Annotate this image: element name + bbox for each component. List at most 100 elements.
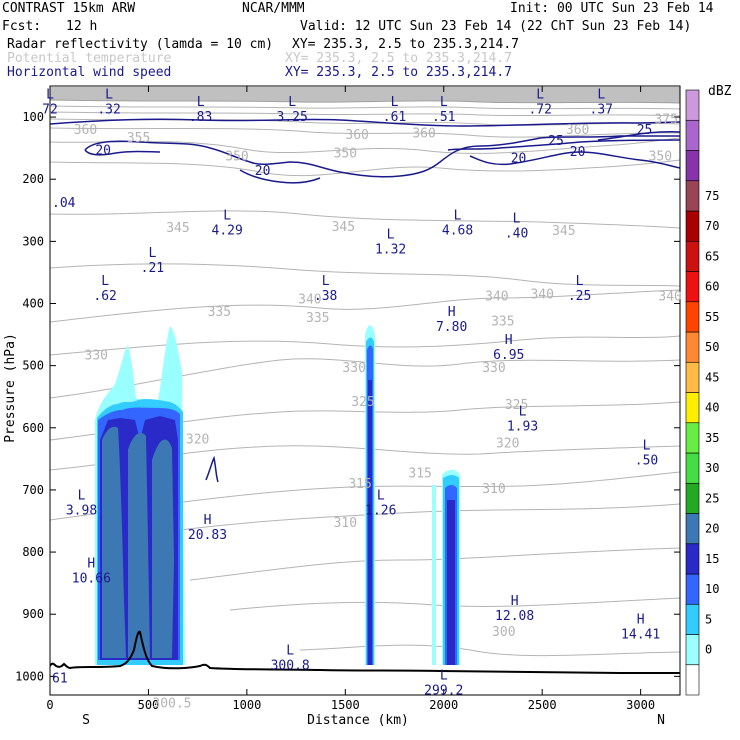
colorbar-label: 65: [705, 249, 719, 263]
high-marker: H: [87, 557, 95, 572]
reflectivity-fill: [95, 325, 460, 665]
theta-contour-label: 340: [298, 293, 321, 308]
wind-contours: [50, 118, 680, 483]
theta-contour-label: 355: [127, 131, 150, 146]
theta-contour-label: 335: [208, 305, 231, 320]
low-marker: L: [576, 274, 584, 289]
colorbar-swatch: [685, 392, 700, 424]
colorbar-swatch: [685, 634, 700, 666]
colorbar-label: 0: [705, 643, 712, 657]
extremum-value: 1.32: [375, 242, 406, 257]
theta-contour-label: 345: [166, 221, 189, 236]
theta-contour-label: 310: [482, 482, 505, 497]
extremum-value: 12.08: [495, 609, 534, 624]
colorbar-swatch: [685, 482, 700, 514]
high-marker: H: [505, 333, 513, 348]
extremum-value: 20.83: [188, 528, 227, 543]
colorbar-label: 40: [705, 401, 719, 415]
fcst-value: 12 h: [66, 19, 98, 34]
theta-contour-label: 325: [351, 395, 374, 410]
low-marker: L: [454, 209, 462, 224]
extremum-value: 1.26: [365, 503, 396, 518]
wind-contour-label: 20: [95, 143, 111, 158]
low-marker: L: [513, 212, 521, 227]
theta-contour-label: 340: [658, 289, 681, 304]
theta-contour-label: 350: [649, 150, 672, 165]
extremum-value: .25: [568, 289, 591, 304]
x-tick-label: 0: [46, 698, 53, 712]
colorbar-swatch: [685, 150, 700, 182]
theta-contour-label: 375: [654, 112, 677, 127]
extremum-value: 72: [42, 102, 58, 117]
x-tick-label: 2000: [429, 698, 458, 712]
wind-labels: 20 20 20 20 25 25: [95, 123, 652, 179]
extremum-value: .32: [97, 102, 120, 117]
high-marker: H: [448, 305, 456, 320]
extremum-value: 300.8: [271, 659, 310, 674]
colorbar-label: 25: [705, 491, 719, 505]
theta-contour-label: 310: [334, 516, 357, 531]
theta-contour-label: 335: [306, 311, 329, 326]
colorbar: 0 5 10 15 20 25 30 35 40 45 50 55 60 65 70 75: [685, 89, 719, 696]
extremum-value: 3.25: [277, 110, 308, 125]
theta-contour-label: 335: [491, 314, 514, 329]
field-wind-xy: XY= 235.3, 2.5 to 235.3,214.7: [285, 65, 512, 80]
colorbar-title: dBZ: [708, 84, 732, 99]
colorbar-label: 20: [705, 522, 719, 536]
colorbar-label: 10: [705, 582, 719, 596]
endpoint-left: S: [82, 713, 90, 728]
y-ticks: 100 200 300 400 500 600 700 800 900 1000: [15, 110, 680, 683]
field-reflectivity-xy: XY= 235.3, 2.5 to 235.3,214.7: [292, 37, 519, 52]
colorbar-swatch: [685, 452, 700, 484]
fcst-label: Fcst:: [2, 19, 42, 34]
theta-contour-label: 315: [408, 467, 431, 482]
x-ticks: 0 500 1000 1500 2000 2500 3000: [46, 86, 655, 712]
y-axis-label: Pressure (hPa): [3, 333, 18, 443]
extremum-value: .50: [635, 454, 658, 469]
y-tick-label: 200: [22, 172, 44, 186]
y-tick-label: 1000: [15, 669, 44, 683]
extremum-value: 6.95: [493, 348, 524, 363]
theta-contour-label: 360: [74, 123, 97, 138]
colorbar-swatch: [685, 422, 700, 454]
field-wind-name: Horizontal wind speed: [7, 65, 172, 80]
misc-contour-label: 300.5: [152, 696, 191, 711]
colorbar-swatch: [685, 271, 700, 303]
colorbar-swatch: [685, 240, 700, 272]
low-marker: L: [440, 95, 448, 110]
colorbar-label: 15: [705, 552, 719, 566]
low-marker: L: [101, 274, 109, 289]
theta-contour-label: 330: [85, 348, 108, 363]
y-tick-label: 700: [22, 483, 44, 497]
low-marker: L: [197, 95, 205, 110]
low-marker: L: [223, 209, 231, 224]
low-marker: L: [536, 87, 544, 102]
endpoint-right: N: [657, 713, 665, 728]
colorbar-swatch: [685, 301, 700, 333]
wind-contour-label: 25: [637, 123, 653, 138]
low-marker: L: [78, 488, 86, 503]
colorbar-swatch: [685, 89, 700, 121]
y-tick-label: 500: [22, 359, 44, 373]
wind-contour-label: 25: [548, 134, 564, 149]
extremum-value: .38: [314, 289, 337, 304]
high-marker: H: [511, 594, 519, 609]
theta-contour-label: 345: [332, 220, 355, 235]
init-time: Init: 00 UTC Sun 23 Feb 14: [510, 1, 714, 16]
colorbar-swatch: [685, 361, 700, 393]
y-tick-label: 800: [22, 545, 44, 559]
field-theta-xy: XY= 235.3, 2.5 to 235.3,214.7: [285, 51, 512, 66]
low-marker: L: [377, 488, 385, 503]
low-marker: L: [105, 87, 113, 102]
x-tick-label: 1000: [232, 698, 261, 712]
extremum-value: 1.93: [507, 419, 538, 434]
x-tick-label: 3000: [626, 698, 655, 712]
theta-contour-label: 360: [412, 127, 435, 142]
wind-contour-label: 20: [570, 145, 586, 160]
low-marker: L: [597, 87, 605, 102]
plot-frame: [49, 85, 681, 696]
x-tick-label: 500: [138, 698, 160, 712]
theta-contour-label: 360: [566, 123, 589, 138]
